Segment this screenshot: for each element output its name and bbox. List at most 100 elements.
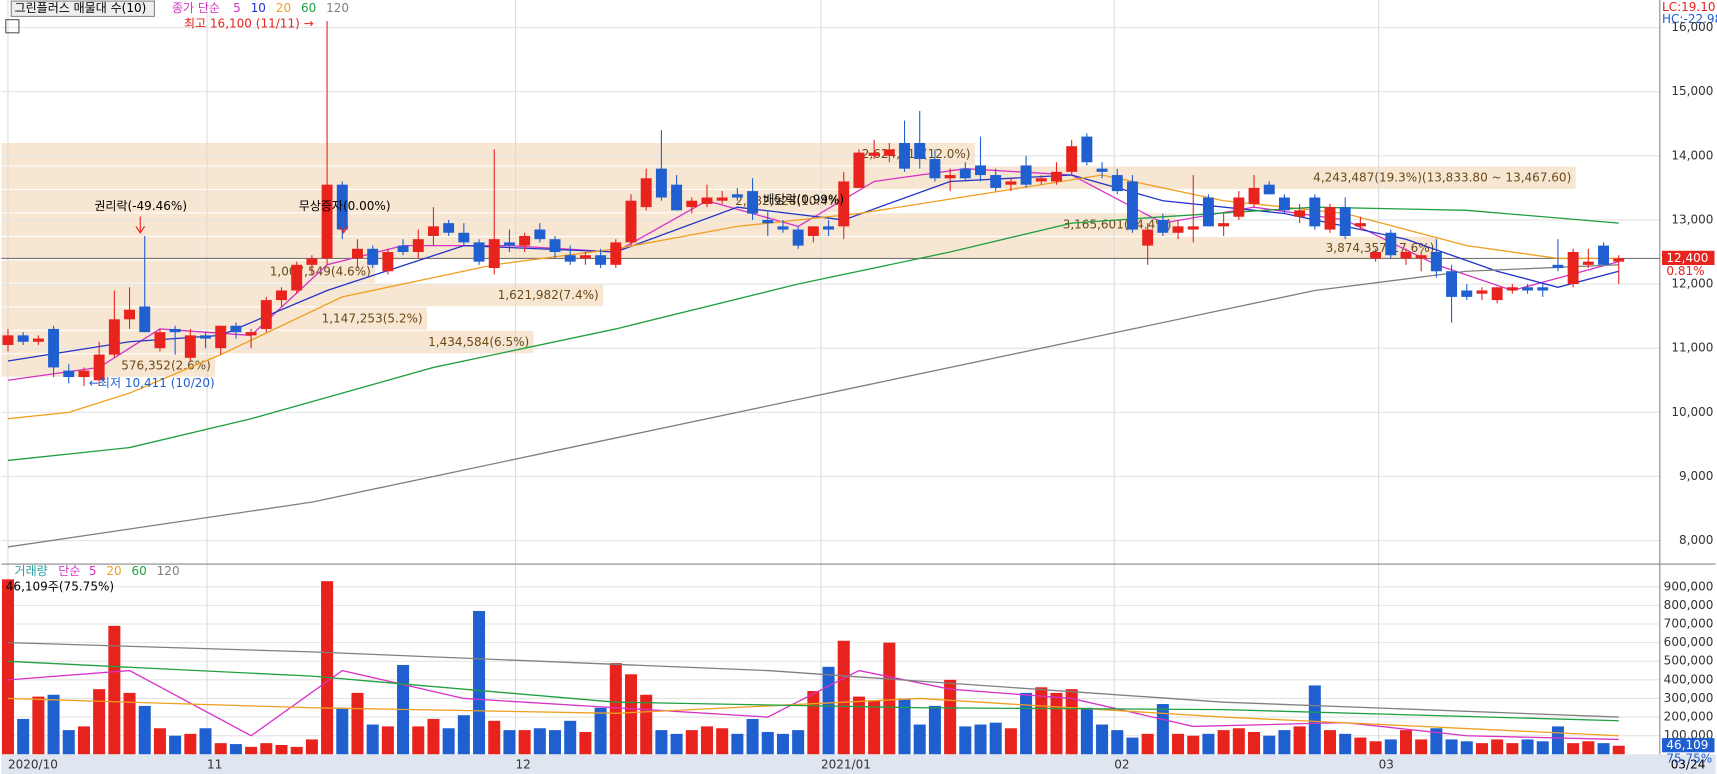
y-tick-label: 800,000: [1664, 598, 1714, 612]
candle-body: [1020, 165, 1032, 185]
price-tag: [1662, 250, 1715, 265]
candle-body: [78, 370, 90, 378]
volume-bar: [716, 728, 729, 755]
candle-body: [245, 332, 257, 336]
candle-body: [823, 226, 835, 230]
volume-summary: 46,109주(75.75%): [6, 580, 114, 594]
volume-bar: [1354, 737, 1367, 755]
volume-bar: [624, 674, 638, 755]
volume-bar: [761, 731, 774, 755]
profile-label: 1,434,584(6.5%): [428, 335, 529, 349]
volume-pct: 75.75%: [1666, 751, 1712, 765]
candle-body: [1096, 168, 1108, 172]
volume-bar: [1430, 728, 1443, 755]
volume-bar: [488, 720, 501, 755]
volume-bar: [1020, 692, 1033, 755]
volume-bar: [1096, 724, 1109, 755]
candle-body: [260, 300, 272, 329]
candle-body: [883, 149, 895, 156]
y-tick-label: 400,000: [1664, 672, 1714, 686]
legend-title: 종가 단순: [172, 1, 220, 15]
candle-body: [579, 255, 591, 259]
candle-body: [1354, 223, 1366, 227]
profile-label: 576,352(2.6%): [121, 359, 211, 373]
volume-bar: [609, 663, 622, 755]
candle-body: [716, 197, 728, 201]
candle-body: [1446, 271, 1458, 297]
candle-body: [944, 175, 956, 179]
candle-body: [1172, 226, 1184, 233]
profile-band: [1, 283, 604, 307]
candle-body: [63, 370, 75, 378]
candle-body: [321, 184, 333, 259]
price-change: 0.81%: [1666, 264, 1704, 278]
candle-body: [655, 168, 667, 198]
volume-bar: [1612, 745, 1625, 755]
candle-body: [1248, 187, 1260, 204]
price-tag-label: 12,400: [1666, 251, 1708, 265]
date-strip: [1, 754, 1716, 774]
volume-bar: [776, 733, 789, 755]
volume-bar: [1308, 685, 1321, 755]
volume-bar: [564, 720, 577, 755]
legend-item: 10: [251, 1, 266, 15]
volume-tag: [1662, 738, 1715, 753]
volume-bar: [1339, 733, 1352, 755]
profile-label: 2,282,928(10.4%): [735, 194, 844, 208]
volume-bar: [93, 689, 106, 755]
ma-line: [7, 174, 1619, 420]
volume-bar: [640, 694, 653, 755]
legend-item: 60: [132, 564, 147, 578]
volume-bar: [153, 728, 166, 755]
candle-body: [1324, 207, 1336, 230]
volume-bar: [1172, 733, 1185, 755]
volume-bar: [883, 642, 896, 755]
candle-body: [32, 338, 44, 342]
title-box: [10, 0, 156, 17]
candle-body: [230, 325, 242, 333]
candle-body: [534, 229, 546, 240]
candle-body: [595, 255, 607, 265]
volume-bar: [229, 744, 242, 755]
candle-body: [1552, 264, 1564, 269]
volume-bar: [1278, 730, 1291, 755]
candle-body: [200, 335, 211, 339]
volume-bar: [245, 746, 258, 755]
candle-body: [853, 152, 865, 188]
candle-body: [1126, 181, 1138, 230]
volume-bar: [913, 724, 926, 755]
candle-body: [93, 354, 105, 381]
volume-bar: [1004, 728, 1017, 755]
candle-body: [1081, 136, 1093, 163]
volume-bar: [579, 731, 592, 755]
volume-bar: [1111, 730, 1124, 755]
volume-bar: [1506, 743, 1519, 755]
y-tick-label: 600,000: [1664, 635, 1714, 649]
candle-body: [17, 335, 29, 342]
profile-band: [1, 189, 849, 213]
candle-body: [458, 232, 470, 243]
volume-bar: [199, 728, 212, 755]
candle-body: [1613, 258, 1625, 262]
candle-body: [124, 309, 136, 320]
candle-body: [747, 191, 759, 214]
volume-ma-line: [7, 641, 1619, 718]
candle-body: [154, 332, 166, 349]
y-tick-label: 500,000: [1664, 654, 1714, 668]
candle-body: [397, 245, 409, 253]
right-axis-panel: [1659, 0, 1716, 774]
legend-item: 120: [326, 1, 349, 15]
volume-bar: [1582, 741, 1595, 755]
volume-bar: [685, 730, 698, 755]
candle-body: [382, 252, 394, 272]
candle-body: [1339, 207, 1351, 236]
volume-bar: [1415, 739, 1428, 755]
volume-bar: [351, 692, 364, 755]
candle-body: [1309, 197, 1321, 227]
volume-bar: [852, 696, 865, 755]
profile-band: [1, 142, 975, 166]
candle-body: [276, 290, 287, 301]
volume-bar: [442, 728, 455, 755]
candle-body: [838, 181, 850, 227]
volume-bar: [321, 581, 334, 755]
